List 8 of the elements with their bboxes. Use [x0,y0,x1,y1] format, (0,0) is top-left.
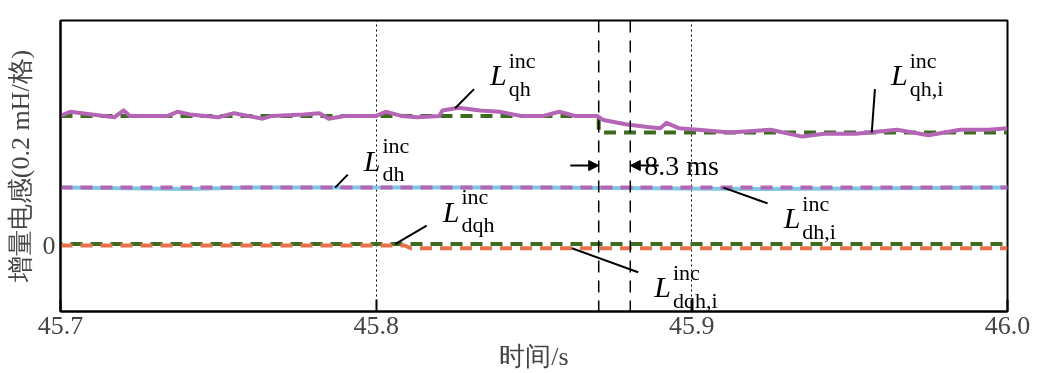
annotation: 8.3 ms [644,150,719,182]
y-axis-title: 增量电感(0.2 mH/格) [5,49,35,284]
x-tick-label: 45.8 [353,310,399,340]
x-tick-label: 46.0 [984,310,1031,340]
x-axis-title: 时间/s [499,341,569,371]
text: 0 [42,230,56,260]
x-tick-label: 45.7 [37,310,84,340]
x-tick-label: 45.9 [669,310,715,340]
